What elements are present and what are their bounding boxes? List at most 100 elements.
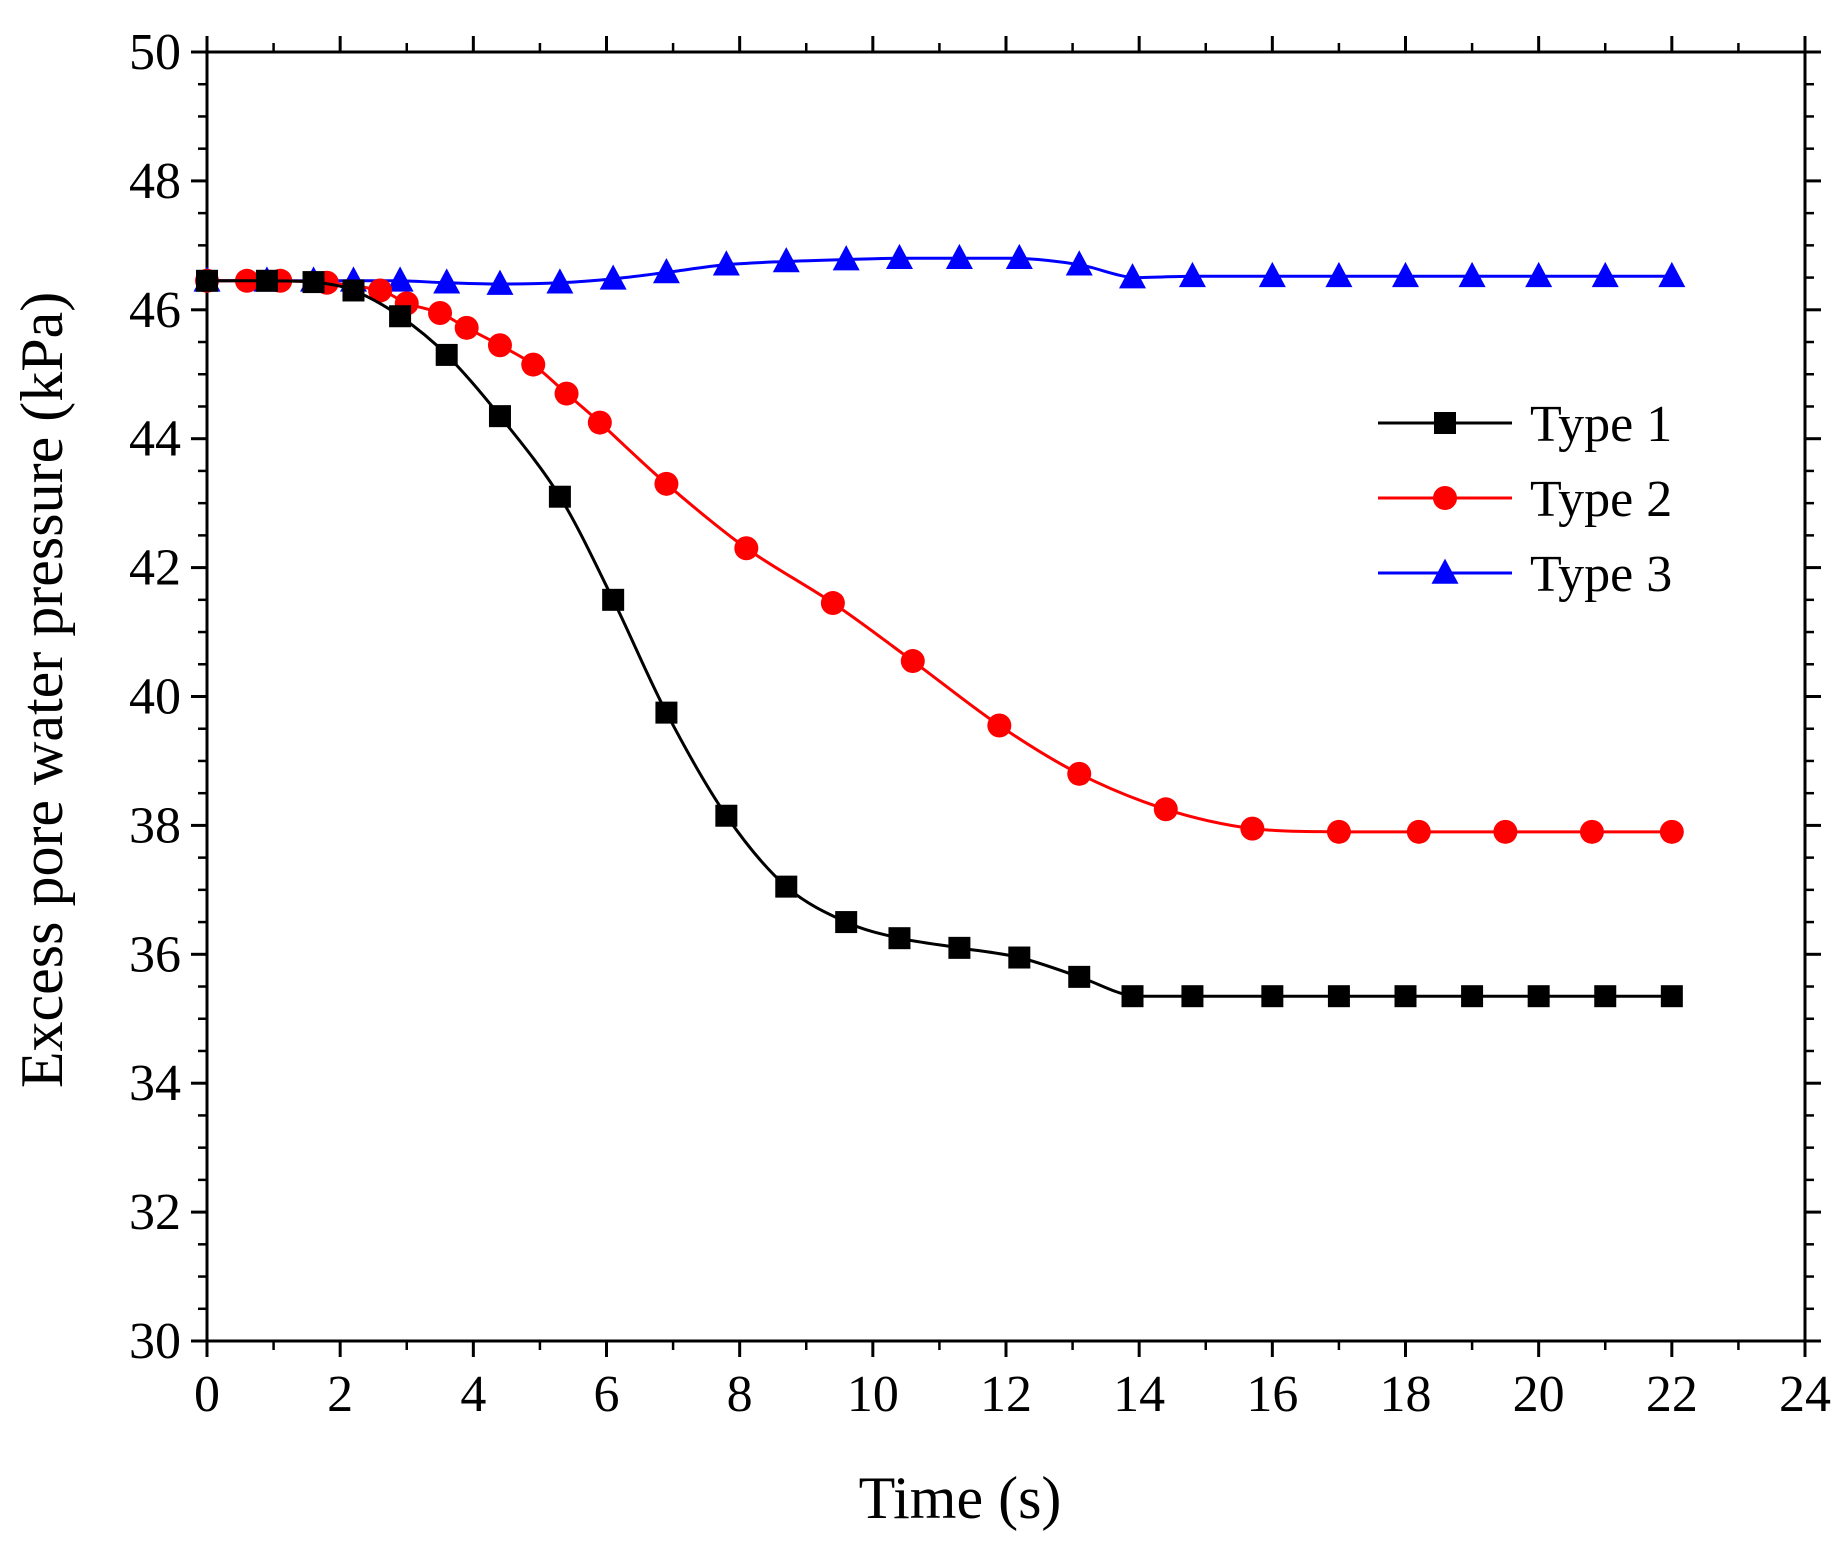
legend-marker bbox=[1434, 412, 1456, 434]
data-point bbox=[987, 713, 1012, 738]
data-point bbox=[1658, 261, 1686, 288]
x-tick-label: 18 bbox=[1380, 1366, 1432, 1423]
data-point bbox=[1660, 985, 1683, 1008]
data-point bbox=[486, 269, 514, 295]
data-point bbox=[1067, 761, 1092, 786]
data-point bbox=[734, 536, 759, 561]
y-tick-label: 44 bbox=[129, 411, 181, 468]
data-point bbox=[488, 405, 511, 428]
x-axis-label: Time (s) bbox=[859, 1465, 1062, 1531]
data-point bbox=[487, 333, 512, 358]
data-point bbox=[1240, 816, 1265, 841]
data-point bbox=[433, 268, 461, 294]
legend-label: Type 3 bbox=[1530, 546, 1672, 603]
series-type-2 bbox=[195, 268, 1684, 844]
data-point bbox=[1525, 261, 1553, 288]
data-point bbox=[1261, 985, 1284, 1008]
x-tick-label: 14 bbox=[1113, 1366, 1165, 1423]
data-point bbox=[775, 875, 798, 898]
data-point bbox=[587, 410, 612, 435]
legend-item: Type 2 bbox=[1378, 471, 1672, 528]
y-tick-label: 50 bbox=[129, 24, 181, 81]
x-tick-label: 16 bbox=[1246, 1366, 1298, 1423]
data-point bbox=[602, 588, 625, 611]
data-point bbox=[546, 268, 574, 294]
data-point bbox=[835, 911, 858, 934]
series-type-1 bbox=[196, 269, 1683, 1008]
data-point bbox=[554, 381, 579, 406]
legend-item: Type 1 bbox=[1378, 396, 1672, 453]
data-point bbox=[820, 591, 845, 616]
data-point bbox=[1394, 985, 1417, 1008]
data-point bbox=[1325, 261, 1353, 288]
data-point bbox=[302, 271, 325, 294]
legend-label: Type 2 bbox=[1530, 471, 1672, 528]
legend-marker bbox=[1433, 486, 1457, 510]
y-tick-label: 30 bbox=[129, 1313, 181, 1370]
data-point bbox=[368, 278, 393, 303]
y-tick-label: 36 bbox=[129, 926, 181, 983]
x-tick-label: 6 bbox=[594, 1366, 620, 1423]
legend-item: Type 3 bbox=[1378, 546, 1672, 603]
data-point bbox=[945, 243, 973, 270]
y-tick-label: 40 bbox=[129, 669, 181, 726]
x-tick-label: 10 bbox=[847, 1366, 899, 1423]
data-point bbox=[1594, 985, 1617, 1008]
data-point bbox=[948, 936, 971, 959]
data-point bbox=[1326, 819, 1351, 844]
data-point bbox=[1068, 965, 1091, 988]
y-tick-label: 46 bbox=[129, 282, 181, 339]
data-point bbox=[1392, 261, 1419, 288]
data-point bbox=[1527, 985, 1550, 1008]
data-point bbox=[1005, 243, 1033, 270]
data-point bbox=[885, 243, 913, 270]
y-axis-label: Excess pore water pressure (kPa) bbox=[9, 292, 75, 1088]
plot-frame bbox=[205, 50, 1807, 1343]
data-point bbox=[1181, 985, 1204, 1008]
x-tick-label: 4 bbox=[460, 1366, 486, 1423]
data-point bbox=[454, 315, 479, 340]
data-point bbox=[1327, 985, 1350, 1008]
data-point bbox=[1153, 797, 1178, 822]
data-point bbox=[655, 701, 678, 724]
series-line bbox=[207, 256, 1672, 286]
data-point bbox=[342, 279, 365, 302]
data-point bbox=[428, 301, 453, 326]
legend: Type 1 Type 2 Type 3 bbox=[1378, 396, 1672, 603]
data-point bbox=[1591, 261, 1619, 288]
data-point bbox=[1258, 261, 1286, 288]
x-tick-label: 12 bbox=[980, 1366, 1032, 1423]
data-point bbox=[386, 266, 414, 292]
data-point bbox=[521, 352, 546, 377]
data-point bbox=[1461, 985, 1484, 1008]
data-point bbox=[435, 343, 458, 366]
data-point bbox=[888, 927, 911, 950]
data-point bbox=[712, 250, 740, 276]
y-tick-label: 38 bbox=[129, 797, 181, 854]
data-point bbox=[832, 245, 860, 271]
data-point bbox=[1493, 819, 1518, 844]
data-point bbox=[548, 485, 571, 508]
y-tick-label: 42 bbox=[129, 540, 181, 597]
data-point bbox=[1406, 819, 1431, 844]
data-point bbox=[900, 649, 925, 674]
data-point bbox=[1579, 819, 1604, 844]
data-point bbox=[599, 264, 627, 290]
data-point bbox=[652, 258, 680, 284]
series-line bbox=[207, 279, 1672, 998]
y-tick-label: 48 bbox=[129, 153, 181, 210]
series-type-3 bbox=[193, 243, 1686, 295]
data-point bbox=[1178, 261, 1206, 288]
data-point bbox=[715, 804, 738, 827]
y-tick-label: 32 bbox=[129, 1184, 181, 1241]
data-point bbox=[255, 269, 278, 292]
legend-label: Type 1 bbox=[1530, 396, 1672, 453]
x-tick-label: 2 bbox=[327, 1366, 353, 1423]
y-tick-label: 34 bbox=[129, 1055, 181, 1112]
data-point bbox=[1119, 263, 1147, 289]
data-point bbox=[196, 269, 218, 292]
data-point bbox=[1008, 946, 1031, 969]
x-tick-label: 24 bbox=[1779, 1366, 1831, 1423]
data-point bbox=[1659, 819, 1684, 844]
